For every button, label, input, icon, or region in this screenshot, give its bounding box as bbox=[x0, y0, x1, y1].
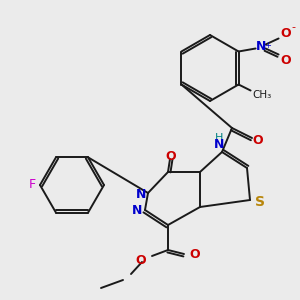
Text: O: O bbox=[136, 254, 146, 268]
Text: N: N bbox=[255, 40, 266, 53]
Text: O: O bbox=[190, 248, 200, 262]
Text: F: F bbox=[28, 178, 36, 191]
Text: N: N bbox=[132, 205, 142, 218]
Text: O: O bbox=[166, 149, 176, 163]
Text: CH₃: CH₃ bbox=[252, 91, 271, 100]
Text: N: N bbox=[136, 188, 146, 200]
Text: O: O bbox=[280, 54, 291, 67]
Text: O: O bbox=[253, 134, 263, 146]
Text: O: O bbox=[280, 27, 291, 40]
Text: H: H bbox=[215, 133, 223, 143]
Text: -: - bbox=[292, 22, 295, 32]
Text: +: + bbox=[264, 41, 271, 50]
Text: S: S bbox=[255, 195, 265, 209]
Text: N: N bbox=[214, 139, 224, 152]
